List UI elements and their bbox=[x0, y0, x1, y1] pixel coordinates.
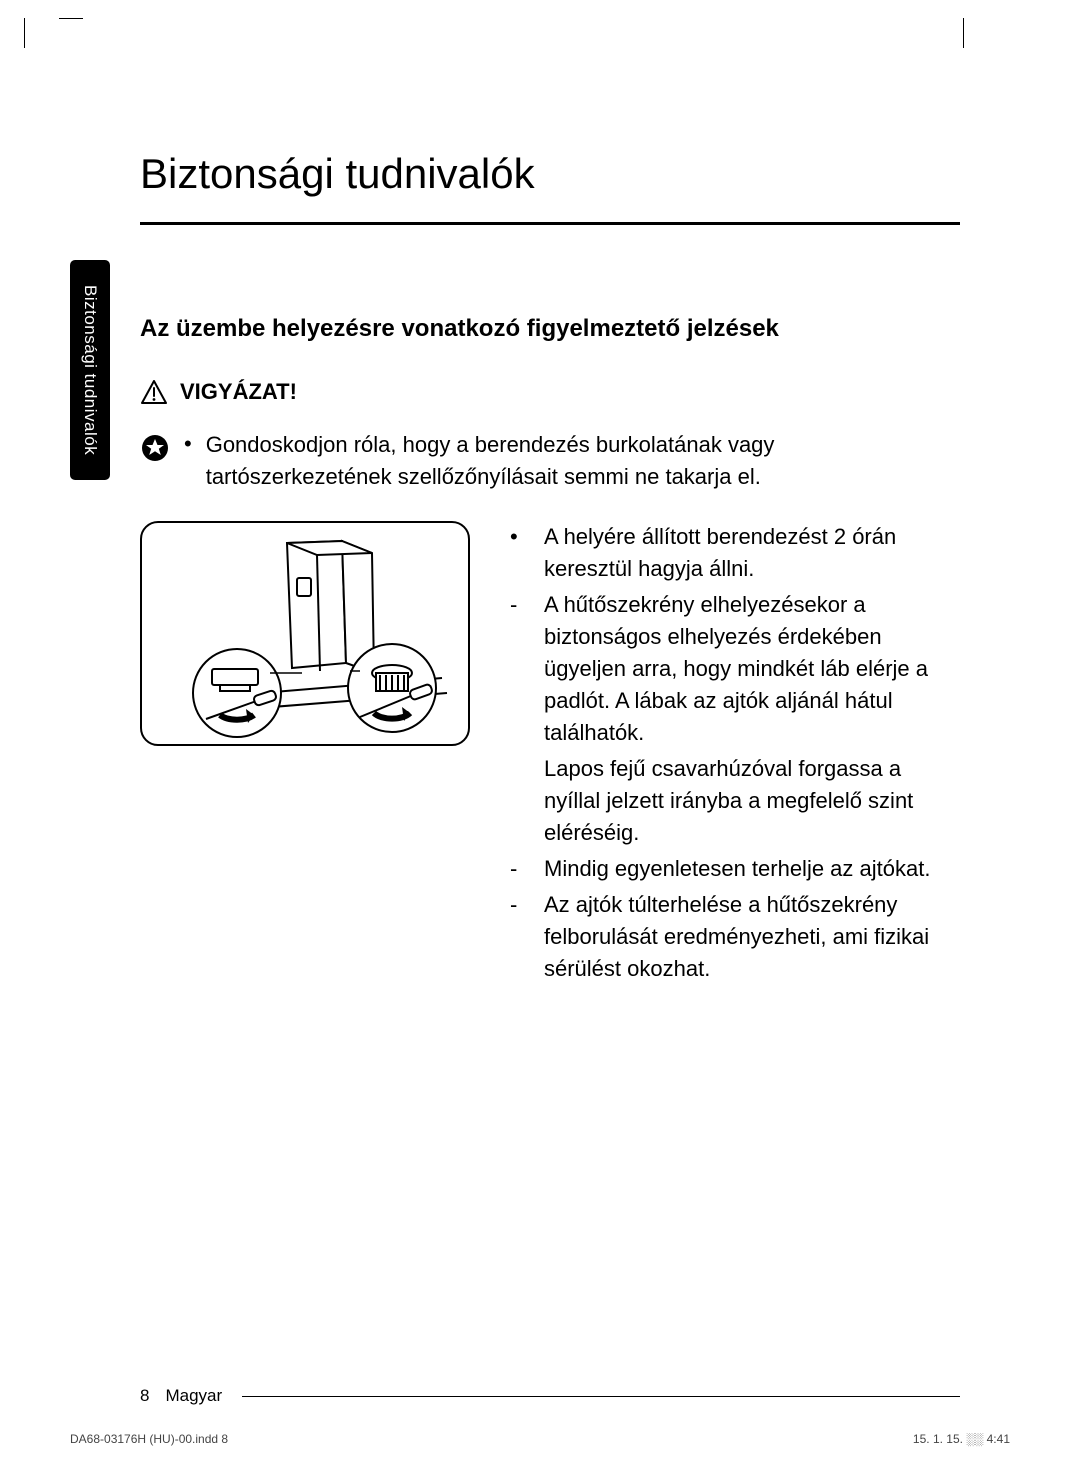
page-number: 8 bbox=[140, 1386, 149, 1406]
list-item: - Az ajtók túlterhelése a hűtőszekrény f… bbox=[510, 889, 960, 985]
list-item-text: Az ajtók túlterhelése a hűtőszekrény fel… bbox=[544, 889, 960, 985]
side-tab-label: Biztonsági tudnivalók bbox=[80, 285, 100, 455]
star-badge-icon bbox=[140, 433, 170, 468]
bullet-marker: - bbox=[510, 853, 528, 885]
list-item: - Mindig egyenletesen terhelje az ajtóka… bbox=[510, 853, 960, 885]
footer-rule bbox=[242, 1396, 960, 1397]
caution-label: VIGYÁZAT! bbox=[180, 379, 297, 405]
page-title: Biztonsági tudnivalók bbox=[140, 150, 960, 225]
crop-mark-top bbox=[24, 18, 964, 48]
list-item: - A hűtőszekrény elhelyezésekor a bizton… bbox=[510, 589, 960, 749]
page-footer: 8 Magyar bbox=[140, 1386, 960, 1406]
list-item: • A helyére állított berendezést 2 órán … bbox=[510, 521, 960, 585]
first-bullet-text: Gondoskodjon róla, hogy a berendezés bur… bbox=[206, 429, 960, 493]
list-item-text: A hűtőszekrény elhelyezésekor a biztonsá… bbox=[544, 589, 960, 749]
bullet-marker: - bbox=[510, 889, 528, 985]
list-item-text: Mindig egyenletesen terhelje az ajtókat. bbox=[544, 853, 930, 885]
warning-triangle-icon bbox=[140, 379, 168, 405]
footer-language: Magyar bbox=[165, 1386, 222, 1406]
list-item-text: Lapos fejű csavarhúzóval forgassa a nyíl… bbox=[544, 753, 960, 849]
bullet-dot: • bbox=[184, 429, 192, 459]
two-column-area: • A helyére állított berendezést 2 órán … bbox=[140, 521, 960, 989]
list-item-text: A helyére állított berendezést 2 órán ke… bbox=[544, 521, 960, 585]
imprint-left: DA68-03176H (HU)-00.indd 8 bbox=[70, 1432, 228, 1446]
crop-mark-top-notch bbox=[59, 18, 83, 19]
bullet-marker: • bbox=[510, 521, 528, 585]
caution-row: VIGYÁZAT! bbox=[140, 379, 960, 405]
installation-figure bbox=[140, 521, 470, 746]
imprint-right: 15. 1. 15. ░░ 4:41 bbox=[913, 1432, 1010, 1446]
imprint-row: DA68-03176H (HU)-00.indd 8 15. 1. 15. ░░… bbox=[70, 1432, 1010, 1446]
right-bullet-list: • A helyére állított berendezést 2 órán … bbox=[510, 521, 960, 989]
side-tab: Biztonsági tudnivalók bbox=[70, 260, 110, 480]
bullet-marker: - bbox=[510, 589, 528, 749]
list-item: Lapos fejű csavarhúzóval forgassa a nyíl… bbox=[510, 753, 960, 849]
first-bullet-row: • Gondoskodjon róla, hogy a berendezés b… bbox=[140, 429, 960, 493]
section-heading: Az üzembe helyezésre vonatkozó figyelmez… bbox=[140, 315, 960, 343]
page-content: Biztonsági tudnivalók Az üzembe helyezés… bbox=[140, 150, 960, 989]
bullet-marker bbox=[510, 753, 528, 849]
